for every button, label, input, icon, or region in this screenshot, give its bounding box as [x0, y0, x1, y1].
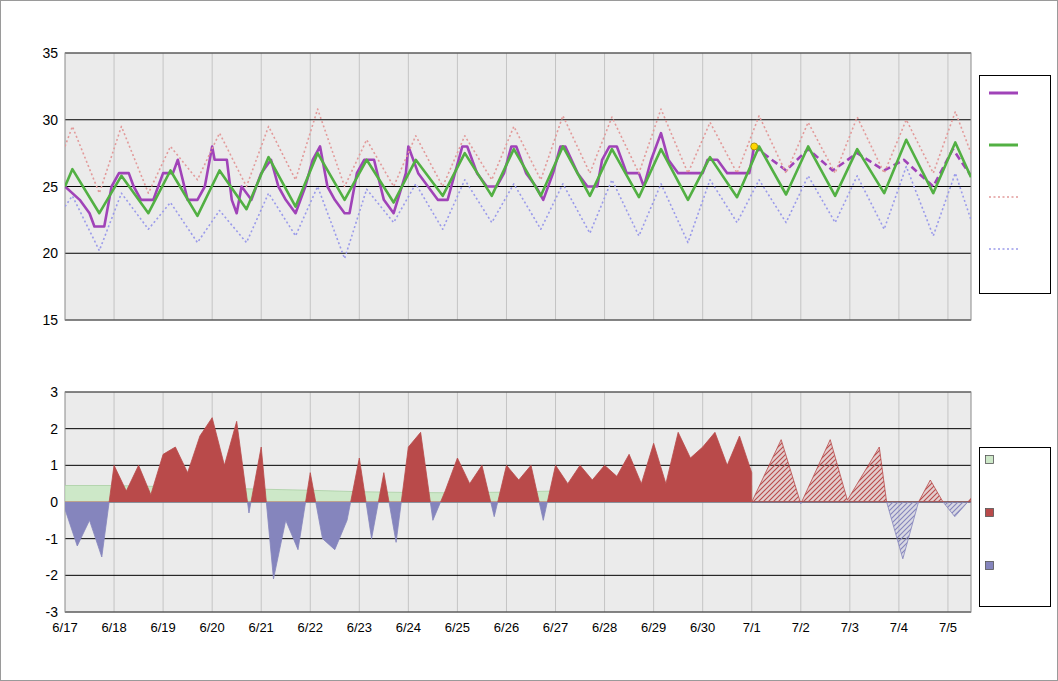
- y-tick-label: 0: [50, 494, 58, 510]
- plot-frame: [65, 53, 971, 320]
- x-tick-label: 7/3: [841, 620, 859, 635]
- y-grid-line: [65, 538, 971, 539]
- y-tick-label: 35: [42, 45, 58, 61]
- y-tick-label: -2: [46, 567, 59, 583]
- legend-swatch: [986, 509, 994, 517]
- y-grid-line: [65, 253, 971, 254]
- x-tick-label: 6/17: [52, 620, 77, 635]
- y-grid-line: [65, 428, 971, 429]
- y-tick-label: 1: [50, 457, 58, 473]
- y-grid-line: [65, 575, 971, 576]
- data-group: [65, 418, 971, 579]
- line: [65, 166, 971, 258]
- y-tick-label: -1: [46, 531, 59, 547]
- x-tick-label: 6/18: [101, 620, 126, 635]
- plot-background: [65, 392, 971, 612]
- x-tick-label: 6/27: [543, 620, 568, 635]
- legend-swatch: [989, 248, 1018, 250]
- chart-0: 15 20 25 30 35: [42, 45, 1050, 328]
- y-tick-label: 25: [42, 179, 58, 195]
- y-tick-label: 2: [50, 421, 58, 437]
- chart-canvas: 15 20 25 30 35 -3 -2 -1 0 1 2 3 6/17 6/18 6/19 6/20 6/21…: [0, 0, 1058, 681]
- x-tick-label: 6/25: [445, 620, 470, 635]
- point-marker: [751, 143, 758, 150]
- chart-1: -3 -2 -1 0 1 2 3 6/17 6/18 6/19 6/20 6/21 6/22 6/23 6/…: [46, 384, 1051, 635]
- legend-swatch: [989, 196, 1018, 198]
- x-tick-label: 7/4: [890, 620, 908, 635]
- area: [65, 502, 752, 579]
- x-tick-label: 6/23: [347, 620, 372, 635]
- area: [65, 418, 752, 502]
- legend-swatch: [989, 92, 1018, 95]
- x-tick-label: 7/2: [792, 620, 810, 635]
- x-tick-label: 6/28: [592, 620, 617, 635]
- x-tick-label: 6/29: [641, 620, 666, 635]
- forecast-area: [752, 440, 971, 502]
- data-group: [65, 109, 971, 259]
- x-tick-label: 6/24: [396, 620, 421, 635]
- page-border: [1, 1, 1058, 681]
- y-tick-label: 20: [42, 245, 58, 261]
- x-tick-label: 6/26: [494, 620, 519, 635]
- plot-background: [65, 53, 971, 320]
- x-tick-label: 6/20: [200, 620, 225, 635]
- forecast-area: [752, 502, 971, 559]
- y-tick-label: 30: [42, 112, 58, 128]
- legend-box: [980, 448, 1051, 607]
- x-tick-label: 7/1: [743, 620, 761, 635]
- legend: [980, 448, 1051, 607]
- x-tick-label: 6/30: [690, 620, 715, 635]
- y-tick-label: 3: [50, 384, 58, 400]
- legend: [980, 76, 1051, 294]
- legend-swatch: [989, 144, 1018, 147]
- y-grid-line: [65, 186, 971, 187]
- x-tick-label: 6/22: [298, 620, 323, 635]
- line: [65, 140, 971, 216]
- line: [65, 133, 754, 226]
- legend-swatch: [986, 456, 994, 464]
- legend-box: [980, 76, 1051, 294]
- x-tick-label: 6/21: [249, 620, 274, 635]
- line: [65, 109, 971, 193]
- x-tick-label: 6/19: [150, 620, 175, 635]
- x-tick-label: 7/5: [939, 620, 957, 635]
- y-tick-label: -3: [46, 604, 59, 620]
- legend-swatch: [986, 562, 994, 570]
- y-tick-label: 15: [42, 312, 58, 328]
- y-grid-line: [65, 119, 971, 120]
- plot-frame: [65, 392, 971, 612]
